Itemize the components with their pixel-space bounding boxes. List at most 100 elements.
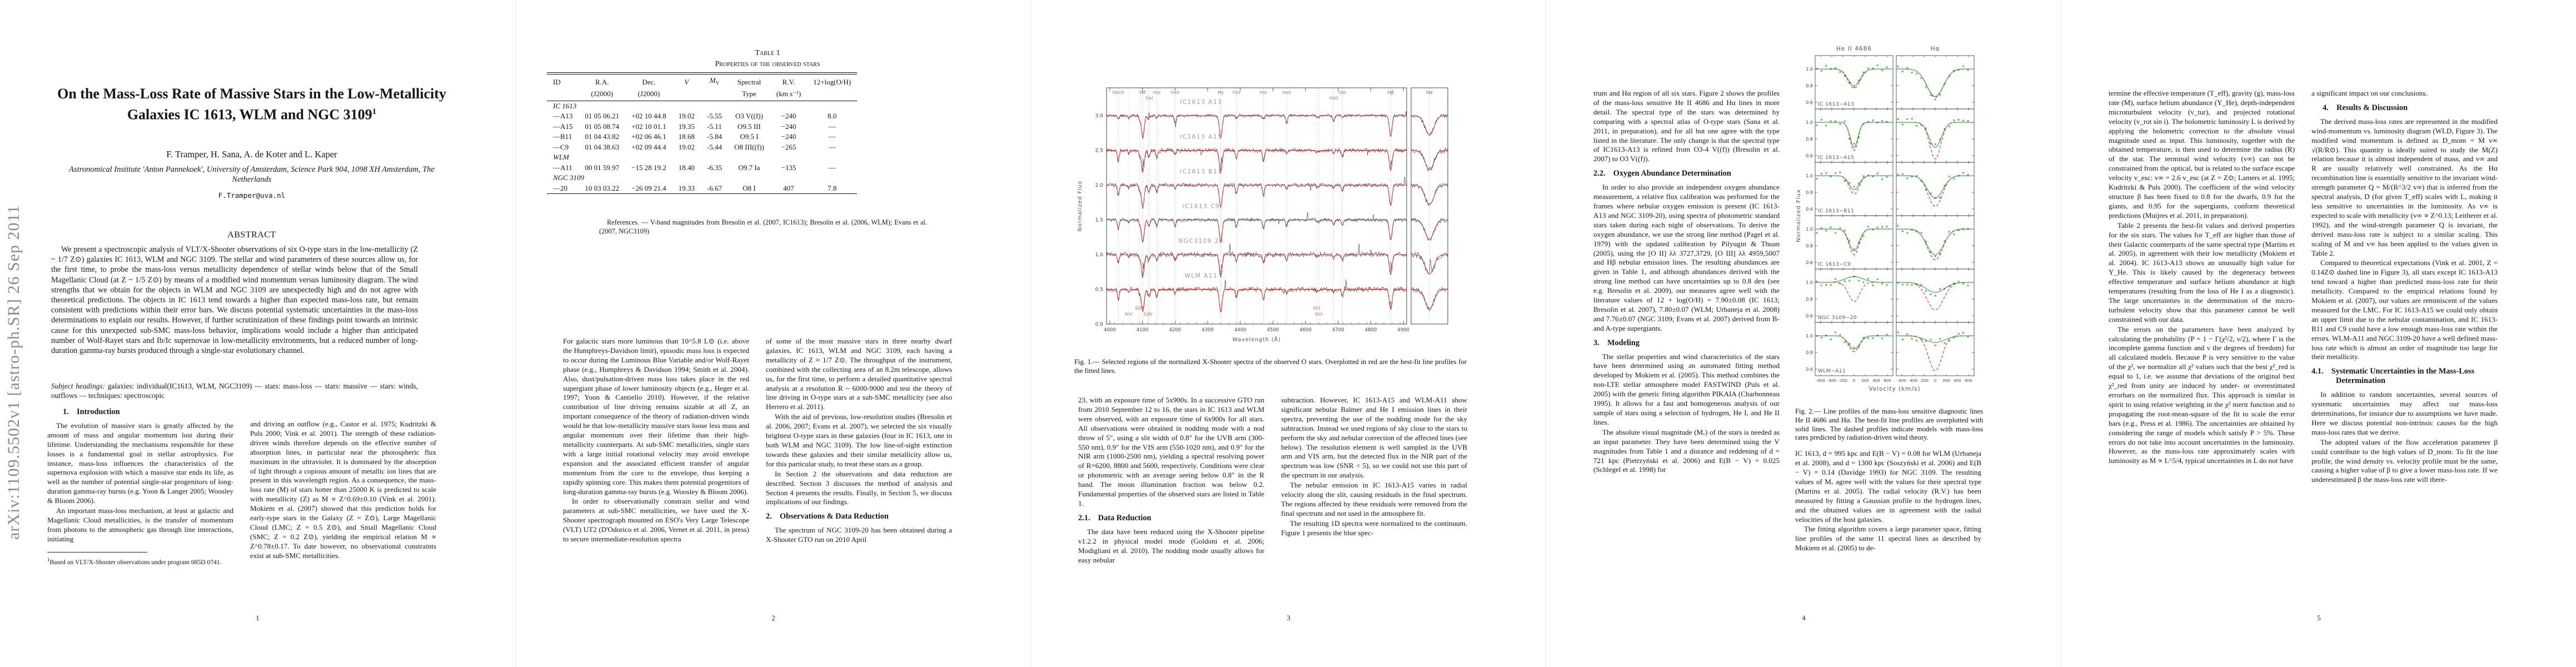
fig2-ylabel: Normalized Flux	[1796, 189, 1802, 242]
fig1-line-label: HeI	[1260, 89, 1268, 95]
fig2-row-IC-1613−A15: ×××× ××××××× × ×× × ×××× ×× ××× ××××× × × ×1.00.80.…	[1806, 108, 1975, 163]
table-cell: -6.67	[706, 183, 723, 192]
svg-text:×: ×	[1881, 177, 1884, 182]
svg-text:4200: 4200	[1169, 327, 1181, 333]
table-cell: —	[828, 122, 836, 131]
svg-text:×: ×	[1910, 336, 1913, 341]
fig1-star-label: IC1613 C9	[1182, 203, 1220, 210]
svg-text:×: ×	[1862, 280, 1865, 285]
page2-left-column: For galactic stars more luminous than 10…	[563, 337, 749, 545]
fig1-star-label: IC1613 A15	[1180, 133, 1222, 140]
svg-text:×: ×	[1939, 287, 1941, 291]
svg-text:×: ×	[1881, 281, 1884, 286]
fig1-line-label: HeI	[1145, 95, 1153, 101]
fig2-row-label: IC 1613−C9	[1818, 262, 1851, 267]
svg-text:×: ×	[1834, 171, 1837, 175]
svg-text:1.0: 1.0	[1806, 120, 1813, 125]
svg-text:×: ×	[1857, 278, 1860, 283]
svg-text:4300: 4300	[1202, 327, 1214, 333]
svg-text:×: ×	[1906, 117, 1909, 122]
svg-text:×: ×	[1962, 281, 1965, 286]
table-cell: 18.68	[678, 132, 695, 141]
paragraph: Table 2 presents the best-fit values and…	[2109, 221, 2295, 323]
table-cell: 19.35	[678, 122, 695, 131]
svg-text:×: ×	[1910, 117, 1913, 121]
table-cell: —20	[553, 183, 567, 192]
table-header-cell: Spectral	[737, 77, 761, 86]
svg-text:4100: 4100	[1137, 327, 1149, 333]
svg-text:×: ×	[1862, 122, 1865, 126]
svg-text:×: ×	[1820, 283, 1823, 288]
svg-text:4600: 4600	[1299, 327, 1312, 333]
table-cell: 01 04 38.63	[585, 142, 620, 151]
svg-text:×: ×	[1867, 277, 1870, 281]
page-number-2: 2	[771, 614, 775, 622]
svg-text:4500: 4500	[1267, 327, 1279, 333]
svg-text:×: ×	[1896, 172, 1899, 177]
fig1-halpha-label: Hα	[1426, 89, 1433, 95]
section-1-heading: 1. Introduction	[63, 407, 120, 416]
svg-text:×: ×	[1962, 171, 1965, 175]
svg-text:×: ×	[1915, 173, 1918, 178]
svg-text:×: ×	[1838, 170, 1841, 175]
paragraph: The resulting 1D spectra were normalized…	[1281, 519, 1467, 537]
paper-title: On the Mass-Loss Rate of Massive Stars i…	[35, 84, 469, 124]
table-header-cell	[700, 87, 729, 101]
svg-text:0.0: 0.0	[1095, 322, 1104, 327]
figure-1: 4000 4100 4200 4300 4400 4500 4600 4700 4800 4900…	[1074, 77, 1467, 376]
svg-text:×: ×	[1876, 225, 1879, 230]
table1-caption: Table 1 Properties of the observed stars	[551, 48, 984, 70]
table1-wrap: ID R.A. Dec. V MV Spectral R.V. 12+log(O/H) (J2…	[547, 72, 991, 195]
table-cell: O8 I	[743, 183, 756, 192]
paragraph: termine the effective temperature (T_eff…	[2109, 89, 2295, 220]
table-row: —A13 01 05 06.21 +02 10 44.8 19.02 -5.55 O3 V…	[547, 111, 857, 122]
paragraph: In addition to random uncertainties, sev…	[2311, 390, 2498, 436]
fig1-spectrum-WLM-A11: WLM A11	[1106, 272, 1448, 313]
svg-text:×: ×	[1929, 191, 1932, 196]
table-header-cell: Type	[728, 87, 770, 101]
svg-text:×: ×	[1957, 173, 1960, 178]
svg-text:×: ×	[1857, 78, 1860, 83]
svg-text:×: ×	[1948, 74, 1951, 78]
svg-text:×: ×	[1838, 281, 1841, 286]
svg-text:×: ×	[1848, 181, 1851, 185]
svg-text:3.0: 3.0	[1095, 113, 1104, 119]
svg-text:×: ×	[1815, 123, 1818, 127]
svg-text:×: ×	[1857, 135, 1860, 140]
paragraph: The evolution of massive stars is greatl…	[47, 421, 233, 505]
table-cell: —	[828, 163, 836, 172]
svg-text:0.6: 0.6	[1806, 367, 1813, 372]
page-number-3: 3	[1287, 614, 1291, 622]
fig2-row-label: IC 1613−A13	[1818, 102, 1854, 107]
svg-text:600: 600	[1965, 379, 1972, 383]
table-group-row: IC 1613	[553, 101, 577, 110]
svg-text:×: ×	[1834, 277, 1837, 281]
svg-text:0.6: 0.6	[1806, 313, 1813, 318]
table-row: —B11 01 04 43.82 +02 06 46.1 18.68 -5.84 O9.5…	[547, 132, 857, 142]
svg-text:×: ×	[1939, 251, 1941, 256]
svg-text:×: ×	[1896, 281, 1899, 285]
table-cell: 01 05 08.74	[585, 122, 620, 131]
svg-text:0.8: 0.8	[1806, 137, 1813, 142]
fig1-spectrum-IC1613-A13: IC1613 A13	[1106, 99, 1448, 140]
svg-text:×: ×	[1852, 274, 1855, 278]
svg-text:4800: 4800	[1365, 327, 1377, 333]
page-number-4: 4	[1802, 614, 1806, 622]
svg-text:×: ×	[1820, 226, 1823, 230]
svg-text:×: ×	[1962, 227, 1965, 231]
fig1-line-label: Hβ	[1388, 89, 1394, 95]
svg-text:×: ×	[1852, 346, 1855, 350]
table-cell: —B11	[553, 132, 572, 141]
table-header-cell	[547, 87, 579, 101]
page1-left-column: 1. Introduction The evolution of massive…	[47, 407, 233, 566]
svg-text:×: ×	[1957, 331, 1960, 336]
svg-text:×: ×	[1957, 117, 1960, 122]
svg-text:×: ×	[1820, 68, 1823, 73]
svg-text:-200: -200	[1838, 379, 1847, 383]
paragraph: subtraction. However, IC 1613-A15 and WL…	[1281, 396, 1467, 480]
page-5: termine the effective temperature (T_eff…	[2061, 0, 2576, 667]
paragraph: and driving an outflow (e.g., Castor et …	[250, 420, 436, 560]
svg-text:×: ×	[1876, 277, 1879, 282]
table-cell: O9.7 Ia	[738, 163, 760, 172]
svg-text:×: ×	[1934, 97, 1936, 102]
